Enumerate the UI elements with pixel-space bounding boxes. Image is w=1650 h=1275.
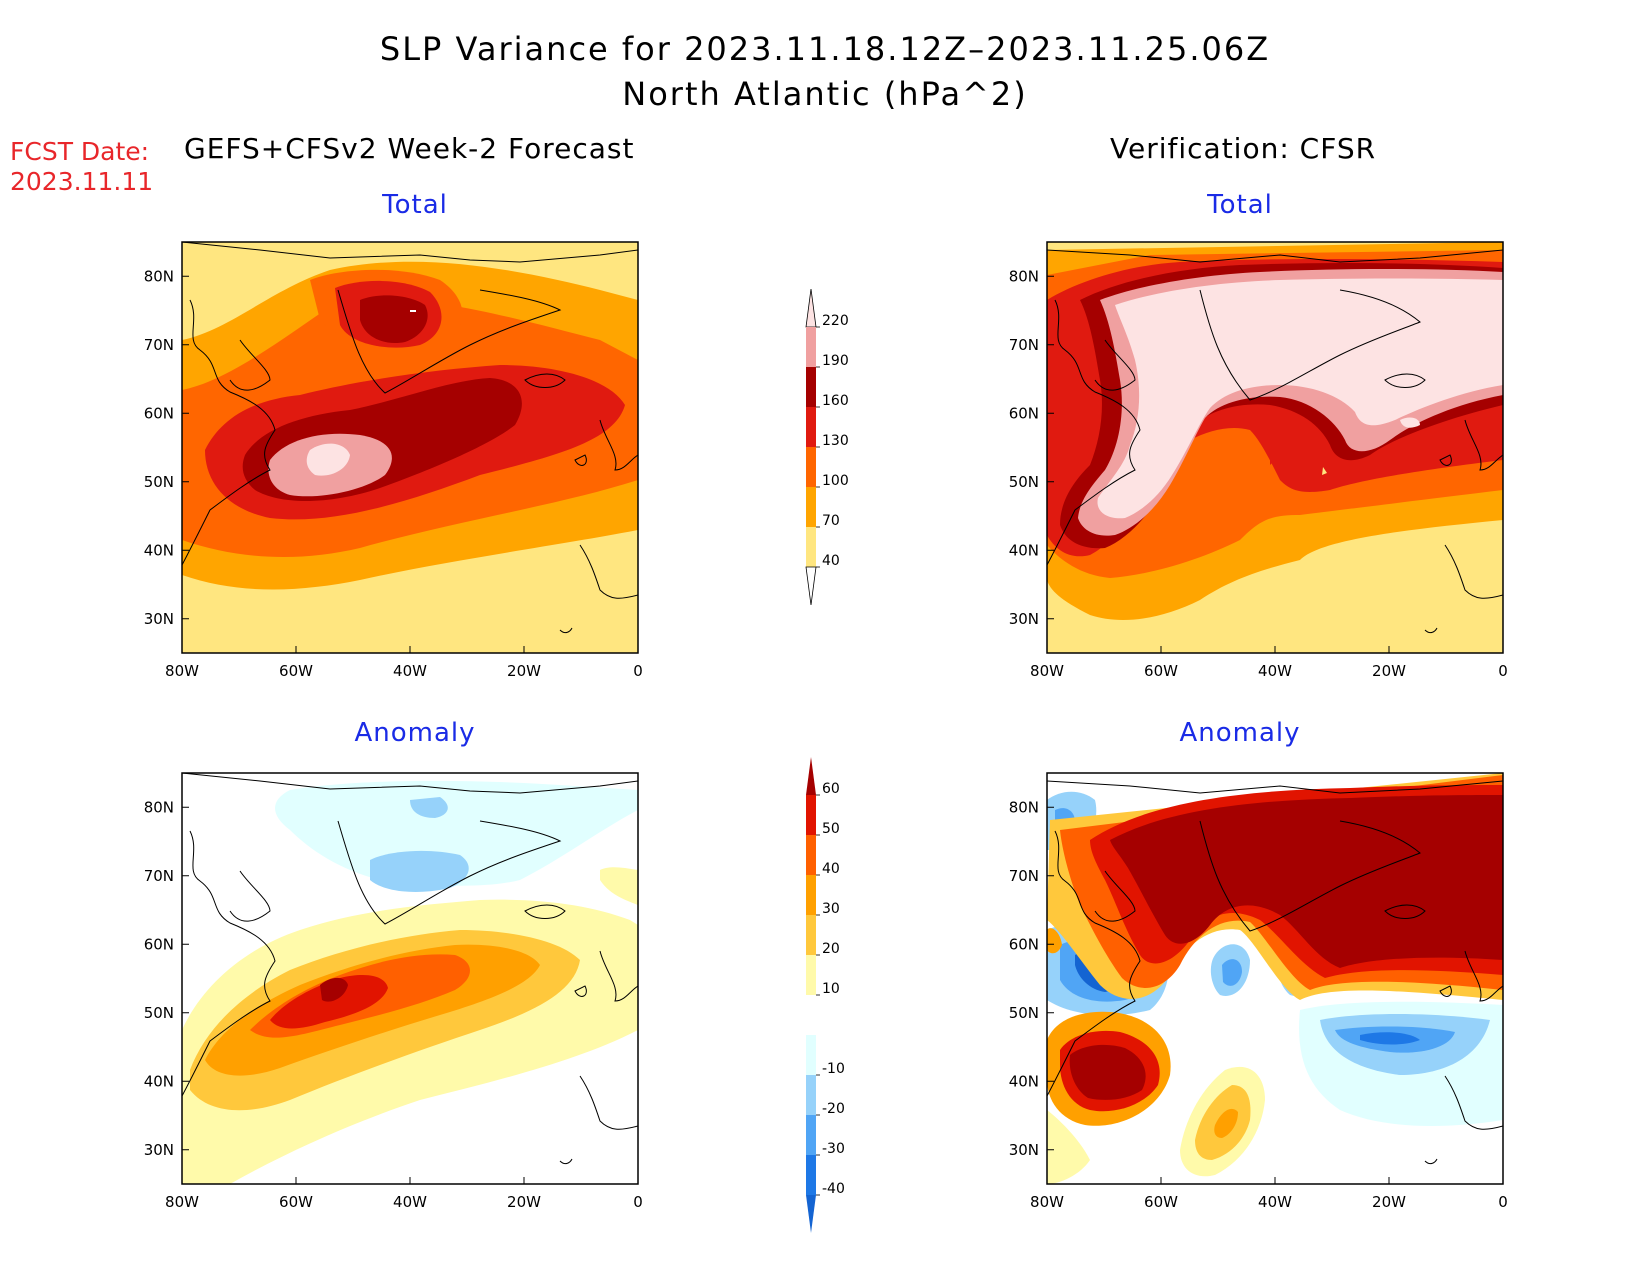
lon-label: 40W [393,1193,427,1211]
forecast-anomaly-map [182,773,638,1184]
lon-label: 0 [1498,1193,1508,1211]
colorbar-anomaly-band [806,1155,816,1195]
lat-label: 30N [1009,1141,1039,1159]
verification-anomaly-title: Anomaly [1179,718,1301,748]
lon-label: 60W [279,1193,313,1211]
colorbar-anomaly-band [806,835,816,875]
lon-label: 20W [507,662,541,680]
lat-label: 40N [144,1072,174,1090]
lon-label: 20W [1372,662,1406,680]
map-axes: 30N 40N 50N 60N 70N 80N 80W 60W 40W 20W 0 30N 40N 50N… [144,267,1508,1211]
lat-label: 70N [144,336,174,354]
colorbar-total-label: 100 [822,473,849,489]
lat-label: 50N [144,1004,174,1022]
colorbar-anomaly-label: 40 [822,861,840,877]
verification-total-title: Total [1207,190,1273,220]
lat-label: 30N [1009,610,1039,628]
colorbar-total-top-arrow [805,288,817,328]
lat-label: 40N [1009,541,1039,559]
lon-label: 20W [1372,1193,1406,1211]
colorbar-total-label: 220 [822,313,849,329]
lat-label: 50N [144,473,174,491]
colorbar-anomaly-band [806,1075,816,1115]
forecast-total-map [182,242,638,653]
lon-label: 0 [633,662,643,680]
lat-label: 60N [144,935,174,953]
forecast-anomaly-title: Anomaly [354,718,476,748]
lon-label: 20W [507,1193,541,1211]
lat-label: 80N [1009,798,1039,816]
colorbar-anomaly-label: -30 [822,1141,845,1157]
colorbar-anomaly-label: 20 [822,941,840,957]
lat-label: 30N [144,610,174,628]
colorbar-anomaly: -40 -30 -20 -10 10 20 30 40 50 60 [806,757,845,1233]
lon-label: 0 [633,1193,643,1211]
lon-label: 40W [393,662,427,680]
lat-label: 80N [144,267,174,285]
colorbar-anomaly-band [806,915,816,955]
lat-label: 70N [144,867,174,885]
colorbar-anomaly-band [806,1115,816,1155]
colorbar-anomaly-band [806,1035,816,1075]
forecast-total-title: Total [382,190,448,220]
colorbar-total: 40 70 100 130 160 190 220 [805,288,849,606]
colorbar-anomaly-top-arrow [806,757,816,795]
main-subtitle: North Atlantic (hPa^2) [622,75,1028,113]
lat-label: 50N [1009,1004,1039,1022]
colorbar-anomaly-label: 50 [822,821,840,837]
colorbar-total-band [806,527,816,567]
colorbar-anomaly-label: 30 [822,901,840,917]
lon-label: 40W [1258,662,1292,680]
fcst-date-value: 2023.11.11 [10,167,154,196]
lat-label: 40N [144,541,174,559]
colorbar-total-band [806,367,816,407]
verification-total-map [1047,242,1503,653]
lon-label: 60W [1144,1193,1178,1211]
lat-label: 70N [1009,867,1039,885]
lat-label: 60N [1009,404,1039,422]
colorbar-anomaly-label: 10 [822,981,840,997]
colorbar-anomaly-bottom-arrow [806,1195,816,1233]
colorbar-anomaly-band [806,795,816,835]
verification-column-title: Verification: CFSR [1110,132,1377,165]
colorbar-total-label: 130 [822,433,849,449]
colorbar-total-label: 70 [822,513,840,529]
colorbar-total-label: 40 [822,553,840,569]
verification-anomaly-map [1047,773,1503,1184]
colorbar-total-bottom-arrow [805,566,817,606]
lon-label: 80W [165,662,199,680]
fcst-date-label: FCST Date: [10,137,150,166]
lon-label: 80W [165,1193,199,1211]
lon-label: 60W [279,662,313,680]
lon-label: 60W [1144,662,1178,680]
lat-label: 70N [1009,336,1039,354]
main-title: SLP Variance for 2023.11.18.12Z–2023.11.… [379,30,1271,68]
colorbar-total-label: 160 [822,393,849,409]
colorbar-total-label: 190 [822,353,849,369]
lon-label: 80W [1030,1193,1064,1211]
colorbar-anomaly-label: -20 [822,1101,845,1117]
forecast-column-title: GEFS+CFSv2 Week-2 Forecast [184,132,635,165]
lat-label: 60N [1009,935,1039,953]
lon-label: 40W [1258,1193,1292,1211]
colorbar-anomaly-label: -40 [822,1181,845,1197]
colorbar-anomaly-label: 60 [822,781,840,797]
colorbar-anomaly-band [806,995,816,1035]
lat-label: 60N [144,404,174,422]
lon-label: 0 [1498,662,1508,680]
colorbar-total-band [806,487,816,527]
lat-label: 40N [1009,1072,1039,1090]
lat-label: 80N [144,798,174,816]
colorbar-anomaly-band [806,955,816,995]
lon-label: 80W [1030,662,1064,680]
colorbar-total-band [806,327,816,367]
lat-label: 50N [1009,473,1039,491]
lat-label: 80N [1009,267,1039,285]
colorbar-total-band [806,407,816,447]
colorbar-total-band [806,447,816,487]
lat-label: 30N [144,1141,174,1159]
colorbar-anomaly-band [806,875,816,915]
colorbar-anomaly-label: -10 [822,1061,845,1077]
